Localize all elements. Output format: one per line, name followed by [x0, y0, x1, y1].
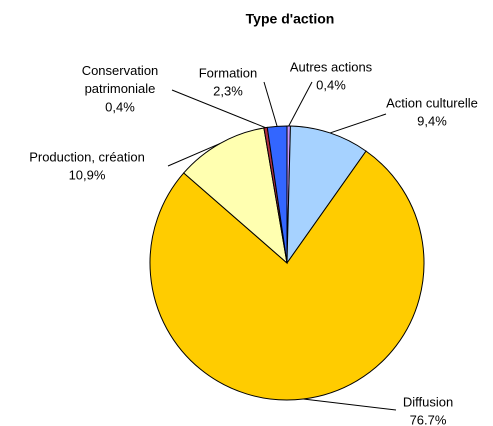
leader-line: [167, 143, 221, 167]
slice-value-label: 2,3%: [213, 83, 243, 98]
leader-line: [171, 89, 266, 129]
leader-line: [288, 81, 313, 127]
leader-line: [263, 81, 278, 127]
slice-value-label: 9,4%: [417, 113, 447, 128]
pie-slice: [286, 125, 367, 265]
slice-value-label: 76.7%: [410, 412, 447, 426]
slice-label: Formation: [199, 65, 258, 80]
slice-value-label: 10,9%: [69, 167, 106, 182]
slice-label: Autres actions: [290, 59, 373, 74]
slice-value-label: 0,4%: [316, 77, 346, 92]
slice-value-label: 0,4%: [105, 99, 135, 114]
slice-label: Diffusion: [403, 394, 453, 409]
leader-line: [329, 113, 387, 134]
slice-label: Production, création: [29, 149, 145, 164]
leader-line: [303, 398, 397, 411]
slice-label: Action culturelle: [386, 95, 478, 110]
slice-label: Conservation patrimoniale: [82, 63, 159, 96]
chart-title: Type d'action: [246, 11, 335, 27]
